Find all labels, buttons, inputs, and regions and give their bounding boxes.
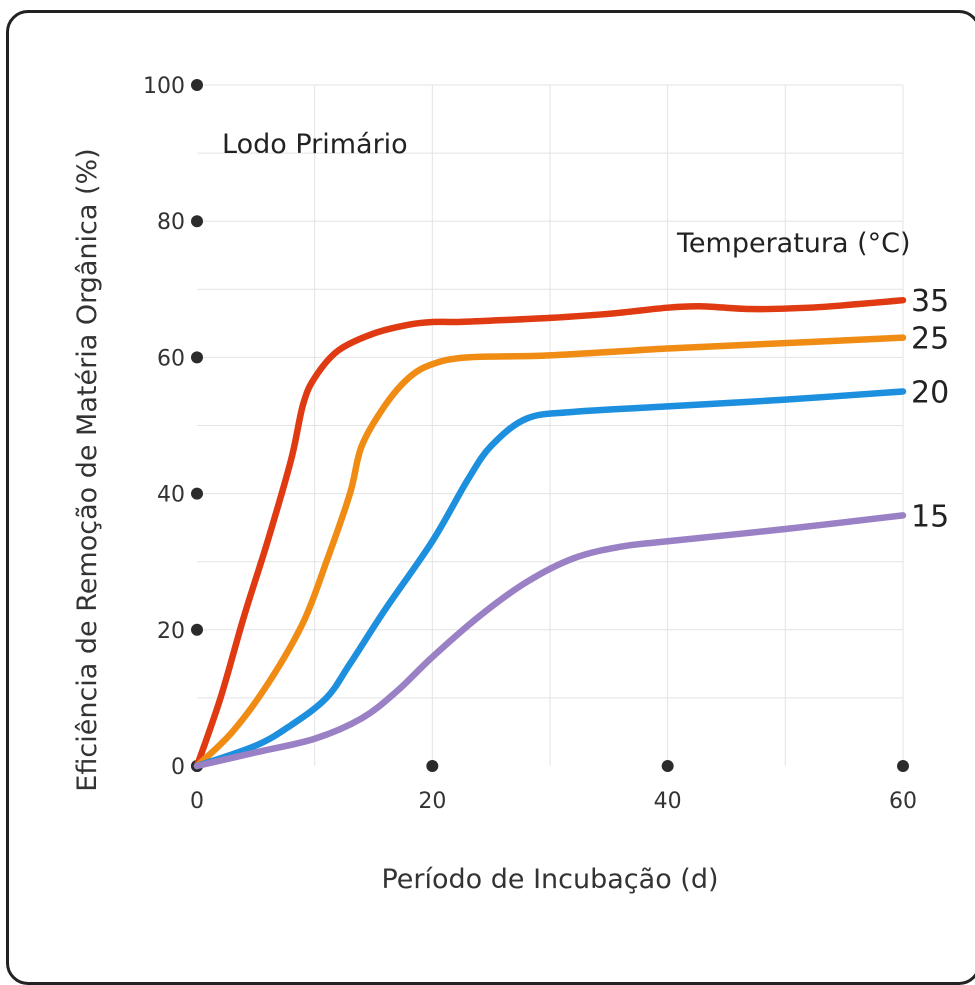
series-label-15: 15 xyxy=(911,499,949,534)
axis-points xyxy=(191,79,909,772)
x-tick-label: 40 xyxy=(654,789,682,814)
y-tick-label: 80 xyxy=(157,210,185,235)
y-tick-dot xyxy=(191,351,203,364)
series-line-20 xyxy=(193,388,907,770)
legend-title: Temperatura (°C) xyxy=(676,228,911,259)
y-tick-labels: 0 20 40 60 80 100 xyxy=(143,74,185,780)
chart-frame xyxy=(6,10,975,985)
y-tick-dot xyxy=(191,487,203,500)
y-axis-title: Eficiência de Remoção de Matéria Orgânic… xyxy=(72,148,103,791)
y-tick-dot xyxy=(191,623,203,636)
y-tick-label: 0 xyxy=(171,755,185,780)
x-tick-label: 0 xyxy=(190,789,204,814)
y-tick-label: 100 xyxy=(143,74,185,99)
x-tick-dot xyxy=(661,760,674,772)
y-tick-label: 20 xyxy=(157,619,185,644)
y-tick-dot xyxy=(191,79,203,91)
series-label-25: 25 xyxy=(911,322,949,357)
x-tick-dot xyxy=(426,760,439,772)
grid xyxy=(197,84,904,766)
x-tick-label: 20 xyxy=(418,789,446,814)
x-tick-labels: 0 20 40 60 xyxy=(190,789,917,814)
chart-annotation: Lodo Primário xyxy=(222,129,408,160)
y-tick-label: 40 xyxy=(157,483,185,508)
y-tick-dot xyxy=(191,215,203,228)
x-tick-label: 60 xyxy=(889,789,917,814)
series-label-20: 20 xyxy=(911,375,949,410)
x-tick-dot xyxy=(897,760,909,772)
y-tick-label: 60 xyxy=(157,346,185,371)
series-line-15 xyxy=(193,512,907,770)
series-lines xyxy=(193,296,907,770)
series-line-35 xyxy=(193,296,907,770)
x-axis-title: Período de Incubação (d) xyxy=(381,864,718,895)
series-line-25 xyxy=(193,334,907,770)
series-label-35: 35 xyxy=(911,284,949,319)
